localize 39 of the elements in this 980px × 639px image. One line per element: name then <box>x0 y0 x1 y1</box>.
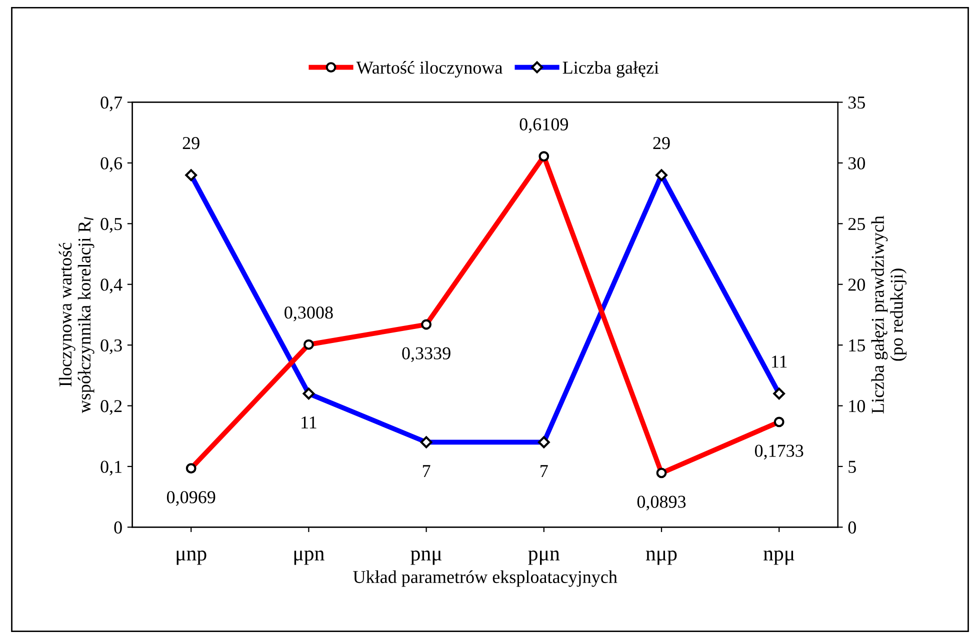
y-tick-label: 0,2 <box>100 400 122 415</box>
data-label: 0,1733 <box>754 444 804 460</box>
y2-tick-label: 20 <box>848 278 865 291</box>
y-tick-label: 0,1 <box>100 460 122 476</box>
y-tick-label: 0,5 <box>100 218 122 233</box>
y2-tick-label: 35 <box>848 96 865 109</box>
y-tick-label: 0,4 <box>100 278 122 294</box>
y2-tick-label: 25 <box>848 218 865 230</box>
legend-label: Liczba gałęzi <box>562 61 659 78</box>
y2-tick-label: 30 <box>848 157 865 170</box>
data-label: 29 <box>182 137 200 150</box>
x-tick-label: μnp <box>176 550 206 565</box>
legend-label: Wartość iloczynowa <box>356 61 502 78</box>
x-tick-label: μpn <box>294 550 324 565</box>
y2-tick-label: 0 <box>848 521 856 534</box>
x-tick-label: nμp <box>646 550 677 565</box>
y2-tick-label: 10 <box>849 400 865 412</box>
data-label: 0,6109 <box>520 118 568 134</box>
data-label: 0,3339 <box>402 347 450 362</box>
y-tick-label: 0,7 <box>100 96 122 112</box>
data-label: 7 <box>540 465 548 477</box>
y-axis-title: Iloczynowa wartość współczynnika korelacji R$_{I}$ <box>58 217 94 414</box>
data-label: 0,0893 <box>637 496 686 510</box>
x-tick-label: pnμ <box>410 550 442 565</box>
y2-axis-title: Liczba gałęzi prawdziwych (po redukcji) <box>871 216 907 414</box>
y2-tick-label: 5 <box>848 460 856 473</box>
data-label: 29 <box>653 137 670 150</box>
data-label: 11 <box>302 416 316 428</box>
data-label: 7 <box>422 465 430 477</box>
x-tick-label: npμ <box>764 550 794 565</box>
y2-tick-label: 15 <box>849 339 865 352</box>
x-tick-label: pμn <box>528 550 560 565</box>
y-tick-label: 0,6 <box>100 157 122 172</box>
x-axis-title: Układ parametrów eksploatacyjnych <box>353 570 618 587</box>
data-label: 11 <box>772 356 787 368</box>
y-tick-label: 0 <box>114 521 122 534</box>
y-tick-label: 0,3 <box>100 339 122 354</box>
data-label: 0,0969 <box>166 491 216 506</box>
data-label: 0,3008 <box>284 306 333 322</box>
